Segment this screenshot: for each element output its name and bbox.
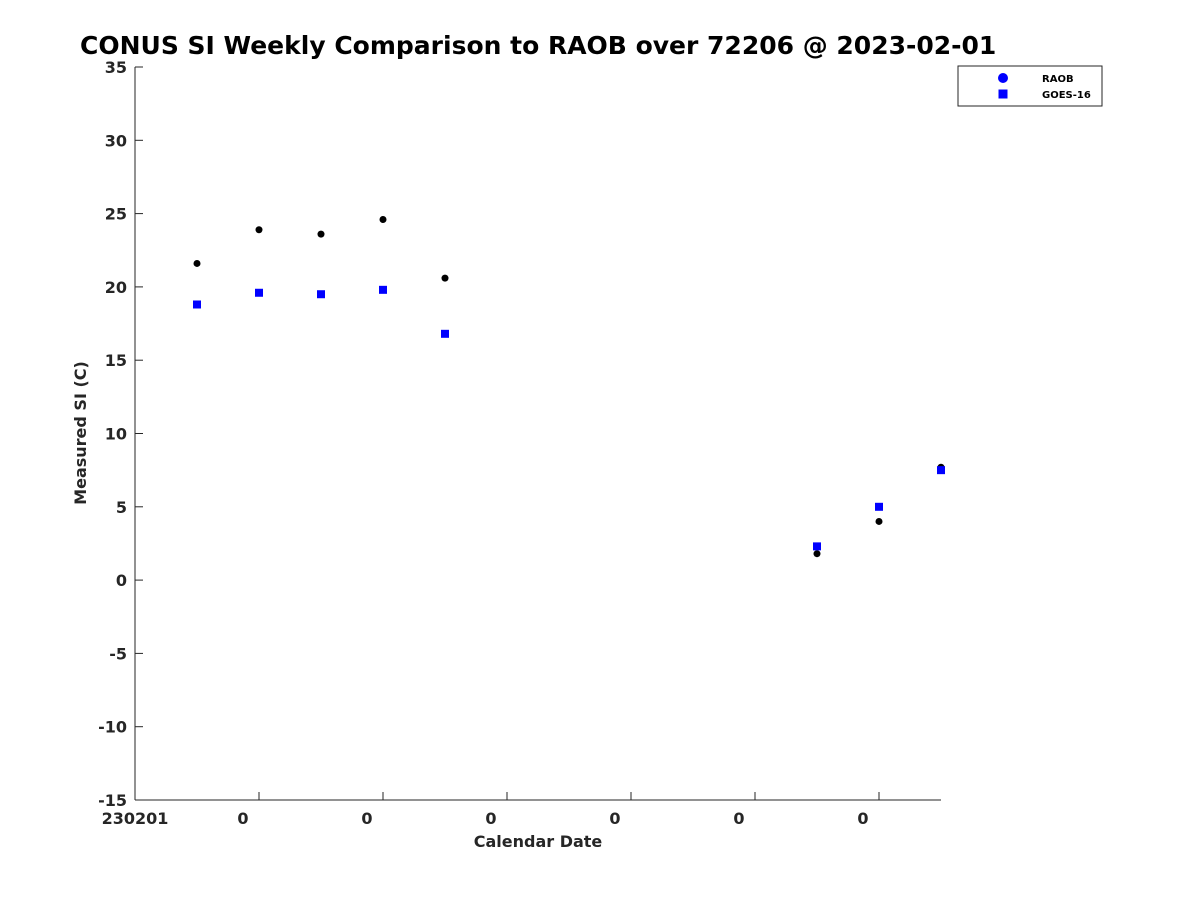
goes-16-point [255,288,263,297]
x-tick-label: 230201 [102,809,169,828]
x-tick-label: 0 [361,809,372,828]
y-tick-label: -5 [109,644,127,663]
y-tick-label: -15 [98,791,127,810]
y-axis-label: Measured SI (C) [71,361,90,505]
y-tick-label: 10 [105,425,127,444]
y-tick-label: 20 [105,278,127,297]
goes-16-point [937,466,945,475]
raob-point [317,230,325,238]
raob-point [813,550,821,558]
goes-16-point [379,285,387,294]
y-tick-label: 25 [105,205,127,224]
legend-goes-16-label: GOES-16 [1042,90,1091,101]
raob-point [193,259,201,267]
legend-raob-label: RAOB [1042,74,1074,85]
raob-point [379,215,387,223]
raob-point [875,517,883,525]
legend-box [957,65,1103,107]
chart-title: CONUS SI Weekly Comparison to RAOB over … [80,31,996,60]
y-tick-label: 35 [105,58,127,77]
goes-16-point [441,329,449,338]
series-goes-16 [193,285,945,551]
data-points [193,215,945,558]
x-tick-label: 0 [857,809,868,828]
x-tick-label: 0 [609,809,620,828]
legend-raob-marker [998,73,1008,83]
goes-16-point [813,542,821,551]
y-tick-label: 15 [105,351,127,370]
goes-16-point [317,290,325,299]
goes-16-point [875,502,883,511]
y-tick-label: 30 [105,131,127,150]
series-raob [193,215,945,558]
raob-point [255,226,263,234]
goes-16-point [193,300,201,309]
x-tick-label: 0 [237,809,248,828]
y-tick-label: 0 [116,571,127,590]
y-tick-label: 5 [116,498,127,517]
x-tick-label: 0 [485,809,496,828]
y-tick-label: -10 [98,718,127,737]
legend-goes-16-marker [998,89,1008,99]
axes: -15 -10 -5 0 5 10 15 20 25 30 35 230201 0 0 0 0 0 0 [98,58,941,828]
raob-point [441,274,449,282]
x-tick-label: 0 [733,809,744,828]
legend: RAOB GOES-16 [957,65,1103,107]
x-axis-label: Calendar Date [474,832,603,851]
